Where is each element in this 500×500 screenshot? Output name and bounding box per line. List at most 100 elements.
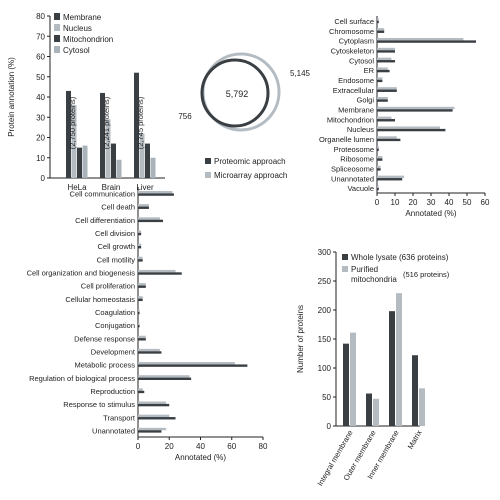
category-label: Nucleus — [347, 125, 374, 134]
bar-membrane-liver — [134, 72, 139, 178]
venn-overlap-count: 5,792 — [226, 89, 249, 99]
bar-proteomic — [138, 259, 143, 262]
y-tick-label: 300 — [318, 248, 332, 257]
bar-nucleus-hela — [71, 105, 77, 178]
bar-proteomic — [377, 99, 388, 102]
x-tick-label: HeLa — [67, 183, 87, 192]
bar-proteomic — [377, 128, 446, 132]
legend-label-purified-count: (516 proteins) — [403, 270, 450, 279]
bar-microarray — [377, 37, 464, 41]
category-label: Ribosome — [340, 155, 374, 164]
x-tick-label: Liver — [136, 183, 154, 192]
bar-proteomic — [138, 377, 192, 380]
protein-count-label: (2,745 proteins) — [136, 96, 145, 149]
category-label: Cell division — [95, 229, 135, 238]
bar-microarray — [377, 136, 397, 139]
legend-swatch-mitochondrion — [54, 35, 60, 42]
bar-proteomic — [377, 119, 395, 122]
y-tick-label: 70 — [36, 32, 45, 41]
bar-proteomic — [138, 430, 162, 433]
x-tick-label: 50 — [463, 198, 472, 207]
x-tick-label: 40 — [445, 198, 454, 207]
bar-membrane-hela — [66, 90, 71, 178]
bar-proteomic — [377, 79, 383, 83]
y-tick-label: 250 — [318, 277, 332, 286]
y-tick-label: 80 — [36, 12, 45, 21]
bar-proteomic — [138, 246, 142, 249]
y-tick-label: 40 — [36, 93, 45, 102]
category-label: Defense response — [74, 334, 135, 343]
legend-label-cytosol: Cytosol — [63, 46, 90, 55]
category-label: Cell communication — [70, 190, 135, 199]
x-tick-label: 30 — [427, 198, 436, 207]
bar-microarray — [138, 204, 149, 207]
bar-microarray — [138, 335, 146, 339]
bar-whole-lysate — [366, 393, 372, 426]
bar-proteomic — [377, 168, 381, 171]
category-label: Coagulation — [95, 308, 135, 317]
bar-proteomic — [377, 50, 395, 53]
bar-proteomic — [138, 417, 176, 420]
legend-label-mitochondrion: Mitochondrion — [63, 35, 113, 44]
legend-label-purified-line1: Purified — [351, 265, 378, 274]
category-label: Cell proliferation — [81, 282, 135, 291]
category-label: Cell surface — [334, 17, 374, 26]
bar-microarray — [377, 185, 379, 188]
category-label: Cell growth — [97, 242, 135, 251]
y-tick-label: 50 — [36, 73, 45, 82]
category-label: ER — [364, 66, 375, 75]
bar-proteomic — [377, 89, 397, 92]
bar-proteomic — [138, 324, 140, 328]
bar-cytosol-brain — [116, 159, 122, 178]
bar-microarray — [138, 309, 140, 312]
bar-microarray — [377, 28, 385, 31]
bar-nucleus-brain — [105, 119, 111, 178]
bar-proteomic — [377, 20, 379, 24]
venn-proteomic-only-count: 756 — [178, 112, 192, 121]
bar-microarray — [377, 18, 379, 21]
legend-swatch-nucleus — [54, 24, 60, 31]
bar-microarray — [138, 230, 142, 233]
category-label: Regulation of biological process — [29, 374, 135, 383]
bar-microarray — [377, 155, 383, 159]
bar-microarray — [138, 283, 146, 286]
bar-proteomic — [377, 69, 390, 73]
bar-microarray — [377, 57, 392, 61]
x-tick-label: 20 — [409, 198, 418, 207]
category-label: Unannotated — [92, 426, 135, 435]
category-label: Golgi — [356, 96, 374, 105]
category-label: Chromosome — [329, 27, 374, 36]
category-label: Cell motility — [97, 255, 136, 264]
legend-label-whole-lysate: Whole lysate (636 proteins) — [351, 253, 449, 262]
y-tick-label: 200 — [318, 306, 332, 315]
venn-circle-proteomic — [200, 58, 270, 128]
category-label: Development — [91, 347, 136, 356]
bar-proteomic — [138, 272, 182, 275]
bar-microarray — [138, 217, 160, 220]
legend-swatch-proteomic — [205, 158, 211, 164]
bar-microarray — [138, 401, 167, 404]
bar-proteomic — [138, 206, 149, 209]
category-label: Cellular homeostasis — [65, 295, 135, 304]
category-label: Membrane — [338, 105, 374, 114]
y-tick-label: 60 — [36, 53, 45, 62]
x-axis-title: Annotated (%) — [175, 453, 226, 462]
category-label: Reproduction — [90, 387, 135, 396]
x-tick-label: 40 — [196, 442, 205, 451]
category-label: Transport — [103, 413, 136, 422]
y-tick-label: 50 — [322, 393, 331, 402]
bar-proteomic — [377, 40, 476, 43]
x-tick-label: 20 — [165, 442, 174, 451]
x-tick-label: Brain — [102, 183, 121, 192]
category-label: Unannotated — [331, 174, 374, 183]
y-tick-label: 0 — [41, 174, 46, 183]
category-label: Organelle lumen — [319, 135, 374, 144]
bar-microarray — [138, 256, 143, 260]
bar-microarray — [138, 296, 143, 299]
bar-proteomic — [377, 138, 401, 142]
bar-proteomic — [138, 364, 248, 367]
bar-proteomic — [138, 232, 142, 236]
legend-label-membrane: Membrane — [63, 13, 102, 22]
legend-label-proteomic: Proteomic approach — [214, 157, 286, 166]
